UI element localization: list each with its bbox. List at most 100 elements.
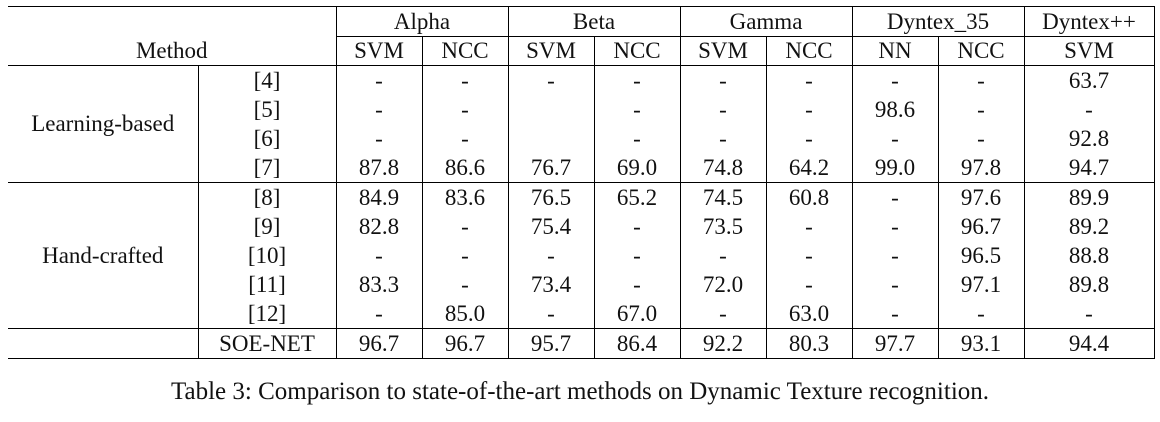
table-row: [6] - - - - - - -92.8 [8, 124, 1155, 153]
value-cell: - [765, 124, 852, 153]
value-cell: - [507, 65, 594, 95]
metric-header: SVM [335, 36, 422, 66]
value-cell: 73.5 [679, 212, 766, 241]
value-cell: 75.4 [507, 212, 594, 241]
value-cell: - [851, 241, 938, 270]
value-cell: - [679, 124, 766, 153]
value-cell: 97.6 [937, 182, 1024, 212]
value-cell: - [335, 95, 422, 124]
metric-header: SVM [507, 36, 594, 66]
value-cell: 96.7 [335, 328, 422, 359]
value-cell: - [421, 270, 508, 299]
value-cell: - [851, 124, 938, 153]
value-cell: - [421, 65, 508, 95]
metric-header: NCC [765, 36, 852, 66]
table-caption: Table 3: Comparison to state-of-the-art … [170, 378, 990, 405]
value-cell: 64.2 [765, 153, 852, 183]
value-cell: 76.7 [507, 153, 594, 183]
value-cell: - [335, 299, 422, 329]
dataset-header-beta: Beta [507, 6, 680, 37]
value-cell: 80.3 [765, 328, 852, 359]
table-row: [7] 87.8 86.6 76.7 69.0 74.8 64.2 99.0 97.8 94.7 [8, 153, 1155, 183]
table-body: Learning-based [4] - - - - - - - -63.7 [5] - - - - -98.… [8, 65, 1155, 359]
dataset-header-row: Alpha Beta Gamma Dyntex_35 Dyntex++ [8, 6, 1155, 37]
metric-header: NN [851, 36, 938, 66]
value-cell: - [421, 95, 508, 124]
value-cell: - [593, 270, 680, 299]
value-cell: - [593, 124, 680, 153]
value-cell: - [851, 299, 938, 329]
table-row: Learning-based [4] - - - - - - - -63.7 [8, 65, 1155, 183]
value-cell: - [507, 299, 594, 329]
table-row: [11] 83.3-73.4-72.0- -97.1 89.8 [8, 270, 1155, 299]
value-cell: - [765, 95, 852, 124]
dataset-header-gamma: Gamma [679, 6, 852, 37]
value-cell: - [593, 95, 680, 124]
value-cell: - [1023, 299, 1155, 329]
value-cell: 97.8 [937, 153, 1024, 183]
value-cell: 86.6 [421, 153, 508, 183]
value-cell: - [851, 65, 938, 95]
value-cell: 60.8 [765, 182, 852, 212]
reference-cell: [7] [197, 153, 336, 183]
header-spacer [8, 6, 336, 37]
value-cell: - [679, 299, 766, 329]
value-cell: 83.6 [421, 182, 508, 212]
value-cell: 63.7 [1023, 65, 1155, 95]
value-cell: 99.0 [851, 153, 938, 183]
value-cell: - [765, 212, 852, 241]
value-cell: - [421, 241, 508, 270]
table-row: SOE-NET 96.7 96.7 95.7 86.4 92.2 80.3 97.7 93.1 9… [8, 328, 1155, 359]
reference-cell: [4] [197, 65, 336, 95]
value-cell: - [765, 65, 852, 95]
reference-cell: [9] [197, 212, 336, 241]
value-cell: 96.7 [937, 212, 1024, 241]
dataset-header-dyntex35: Dyntex_35 [851, 6, 1024, 37]
value-cell: - [851, 182, 938, 212]
reference-cell: [10] [197, 241, 336, 270]
value-cell: - [1023, 95, 1155, 124]
value-cell: - [335, 124, 422, 153]
value-cell: - [679, 95, 766, 124]
table-row: [10] - - - - - - -96.5 88.8 [8, 241, 1155, 270]
value-cell: - [507, 241, 594, 270]
value-cell: 97.1 [937, 270, 1024, 299]
value-cell: 96.7 [421, 328, 508, 359]
value-cell: 92.8 [1023, 124, 1155, 153]
value-cell: - [593, 212, 680, 241]
value-cell [507, 95, 594, 124]
value-cell: 88.8 [1023, 241, 1155, 270]
reference-cell: [6] [197, 124, 336, 153]
value-cell: 93.1 [937, 328, 1024, 359]
metric-header: NCC [421, 36, 508, 66]
value-cell: 74.8 [679, 153, 766, 183]
table-row: [9] 82.8-75.4-73.5- -96.7 89.2 [8, 212, 1155, 241]
value-cell: 65.2 [593, 182, 680, 212]
value-cell: 89.8 [1023, 270, 1155, 299]
metric-header: NCC [937, 36, 1024, 66]
value-cell: - [421, 124, 508, 153]
value-cell: 69.0 [593, 153, 680, 183]
reference-cell: [11] [197, 270, 336, 299]
metric-header: NCC [593, 36, 680, 66]
dataset-header-dyntexpp: Dyntex++ [1023, 6, 1155, 37]
value-cell: 73.4 [507, 270, 594, 299]
value-cell: - [937, 95, 1024, 124]
value-cell: 95.7 [507, 328, 594, 359]
method-header: Method [8, 36, 336, 66]
value-cell: - [335, 241, 422, 270]
value-cell: 98.6 [851, 95, 938, 124]
value-cell: 94.4 [1023, 328, 1155, 359]
reference-cell: SOE-NET [197, 328, 336, 359]
metric-header: SVM [679, 36, 766, 66]
value-cell: - [765, 270, 852, 299]
reference-cell: [5] [197, 95, 336, 124]
metric-header-row: Method SVM NCC SVM NCC SVM NCC NN NCC SV… [8, 36, 1155, 66]
group-label: Learning-based [8, 65, 198, 183]
value-cell: - [937, 65, 1024, 95]
value-cell: 94.7 [1023, 153, 1155, 183]
value-cell: 86.4 [593, 328, 680, 359]
value-cell: - [937, 299, 1024, 329]
metric-header: SVM [1023, 36, 1155, 66]
value-cell: - [593, 65, 680, 95]
